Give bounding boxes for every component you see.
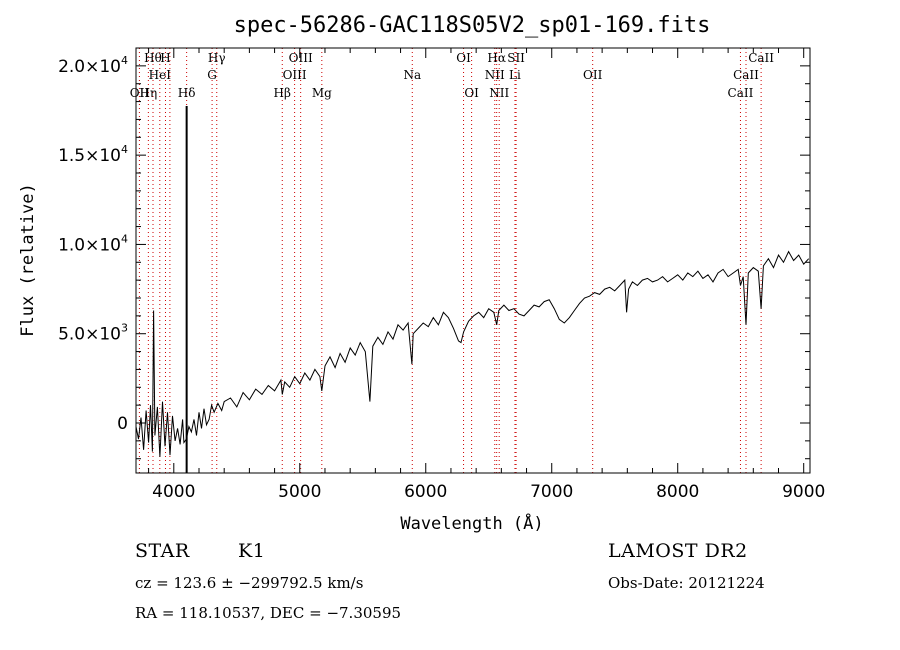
line-label-17: Hα [487, 51, 506, 65]
line-label-12: Mg [312, 86, 332, 100]
y-axis-label: Flux (relative) [18, 183, 38, 337]
y-tick-label-1: 5.0×103 [58, 322, 128, 345]
line-label-24: CaII [748, 51, 774, 65]
line-label-7: G [207, 68, 217, 82]
plot-frame [135, 47, 811, 474]
line-label-14: OI [456, 51, 471, 65]
line-label-16: NII [485, 68, 505, 82]
line-label-19: Li [509, 68, 521, 82]
line-label-3: HeI [149, 68, 172, 82]
chart-title: spec-56286-GAC118S05V2_sp01-169.fits [234, 13, 711, 38]
x-tick-label-3: 7000 [530, 482, 573, 502]
line-label-23: CaII [733, 68, 759, 82]
line-label-8: Hγ [208, 51, 226, 65]
x-tick-label-2: 6000 [404, 482, 447, 502]
line-label-11: OIII [289, 51, 313, 65]
plot-layer: OIIHηHθHeIHHδGHγHβOIIIOIIIMgNaOIOINIIHαN… [58, 47, 825, 502]
line-label-10: OIII [283, 68, 307, 82]
line-label-22: CaII [728, 86, 754, 100]
object-class: STAR [135, 540, 190, 562]
obs-date: Obs-Date: 20121224 [608, 574, 765, 592]
line-label-2: Hθ [144, 51, 162, 65]
line-label-1: Hη [140, 86, 158, 100]
ra-dec-readout: RA = 118.10537, DEC = −7.30595 [135, 604, 402, 622]
spectrum-series-0 [135, 250, 810, 457]
line-label-21: OII [583, 68, 603, 82]
line-label-6: Hδ [178, 86, 196, 100]
line-label-9: Hβ [274, 86, 291, 100]
x-tick-label-4: 8000 [656, 482, 699, 502]
redshift-readout: cz = 123.6 ± −299792.5 km/s [135, 574, 364, 592]
line-label-4: H [160, 51, 170, 65]
line-label-0: OII [130, 86, 150, 100]
x-tick-label-1: 5000 [278, 482, 321, 502]
y-tick-label-2: 1.0×104 [58, 232, 128, 255]
y-tick-label-0: 0 [117, 414, 128, 434]
x-axis-label: Wavelength (Å) [400, 512, 543, 534]
x-tick-label-5: 9000 [782, 482, 825, 502]
object-subclass: K1 [238, 540, 266, 562]
x-tick-label-0: 4000 [152, 482, 195, 502]
survey-name: LAMOST DR2 [608, 540, 748, 562]
line-label-13: Na [403, 68, 421, 82]
line-label-20: SII [507, 51, 525, 65]
line-label-18: NII [489, 86, 509, 100]
y-tick-label-4: 2.0×104 [58, 54, 128, 77]
line-label-15: OI [464, 86, 479, 100]
y-tick-label-3: 1.5×104 [58, 143, 128, 166]
